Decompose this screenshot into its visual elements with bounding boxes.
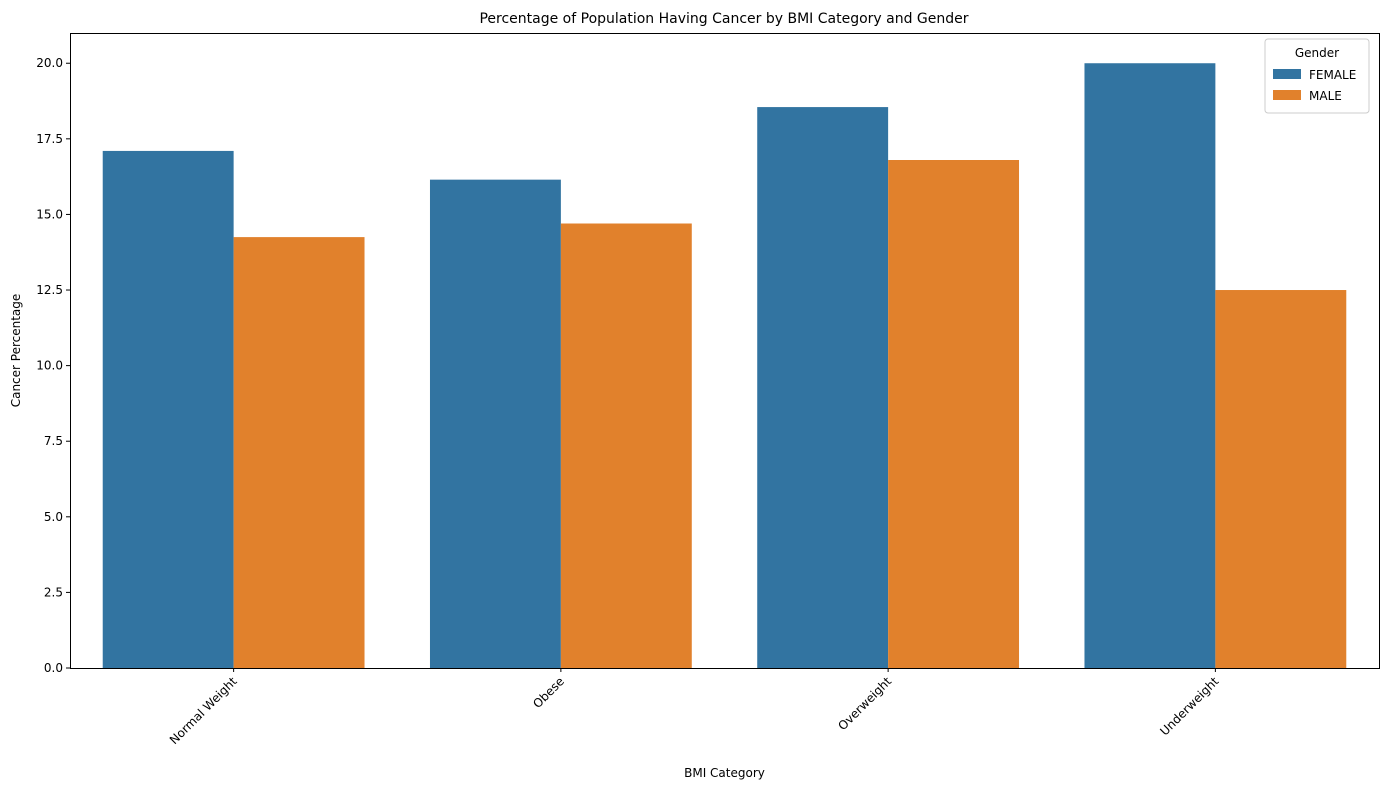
bar-male-underweight — [1215, 290, 1347, 668]
x-tick-label: Overweight — [835, 674, 894, 733]
bar-male-obese — [560, 223, 692, 668]
legend-label-female: FEMALE — [1309, 68, 1356, 82]
y-tick-label: 0.0 — [44, 661, 63, 675]
x-tick-label: Normal Weight — [167, 674, 240, 747]
y-axis-label: Cancer Percentage — [9, 294, 23, 408]
legend-title: Gender — [1295, 46, 1339, 60]
bar-female-normal-weight — [102, 150, 234, 668]
legend-swatch-male — [1273, 90, 1301, 100]
x-tick-label: Underweight — [1157, 674, 1221, 738]
y-tick-label: 17.5 — [36, 132, 63, 146]
y-tick-label: 20.0 — [36, 56, 63, 70]
y-tick-label: 7.5 — [44, 434, 63, 448]
y-tick-label: 2.5 — [44, 585, 63, 599]
x-axis: Normal Weight Obese Overweight Underweight — [167, 668, 1222, 747]
bars-group — [102, 63, 1347, 669]
bar-male-normal-weight — [233, 237, 365, 668]
chart-title: Percentage of Population Having Cancer b… — [479, 11, 968, 27]
y-tick-label: 5.0 — [44, 510, 63, 524]
bar-male-overweight — [888, 160, 1020, 668]
x-tick-label: Obese — [530, 674, 567, 711]
y-tick-label: 10.0 — [36, 359, 63, 373]
plot-frame — [70, 33, 1380, 669]
bar-female-obese — [429, 179, 561, 668]
y-axis: 0.0 2.5 5.0 7.5 10.0 12.5 15.0 17.5 20.0 — [36, 56, 70, 675]
x-axis-label: BMI Category — [684, 766, 765, 780]
bar-female-overweight — [757, 107, 889, 669]
legend-swatch-female — [1273, 69, 1301, 79]
legend: Gender FEMALE MALE — [1264, 38, 1370, 114]
y-tick-label: 12.5 — [36, 283, 63, 297]
legend-label-male: MALE — [1309, 89, 1342, 103]
bar-female-underweight — [1084, 63, 1216, 668]
y-tick-label: 15.0 — [36, 207, 63, 221]
